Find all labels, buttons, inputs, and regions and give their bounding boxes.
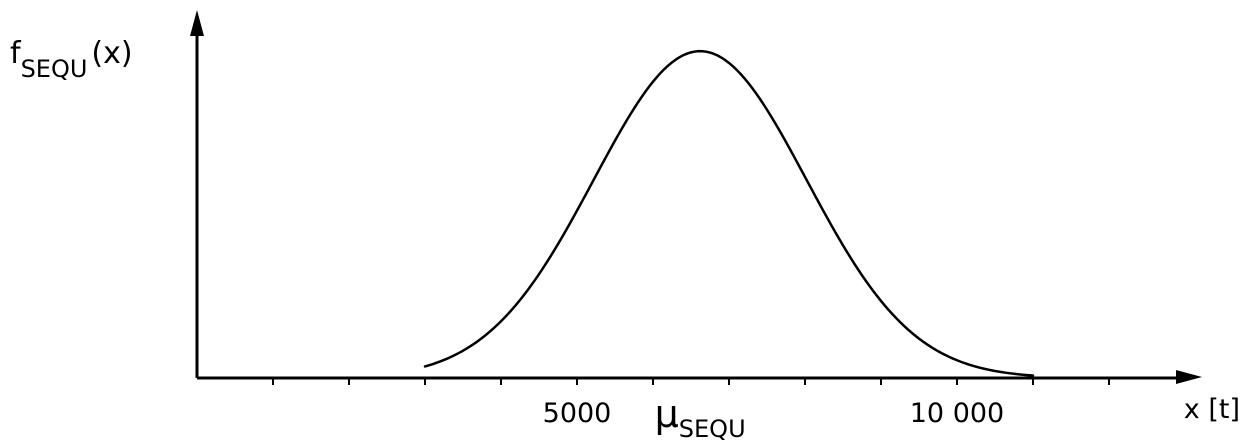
y-axis [190,10,204,378]
x-tick-label-1: μSEQU [655,392,746,443]
x-tick-labels: 5000 μSEQU 10 000 [543,392,1005,443]
x-axis-arrow-icon [1176,370,1202,384]
y-axis-label: fSEQU (x) [10,36,133,83]
y-label-sub: SEQU [21,55,88,83]
density-curve [423,49,1035,377]
x-tick-label-2: 10 000 [910,398,1004,429]
x-axis-label: x [t] [1184,394,1240,425]
y-label-arg: (x) [91,36,132,71]
x-ticks [272,378,1110,385]
y-axis-arrow-icon [190,10,204,36]
x-tick-label-0: 5000 [543,398,612,429]
x-axis [197,370,1202,384]
y-label-main: f [10,36,22,71]
